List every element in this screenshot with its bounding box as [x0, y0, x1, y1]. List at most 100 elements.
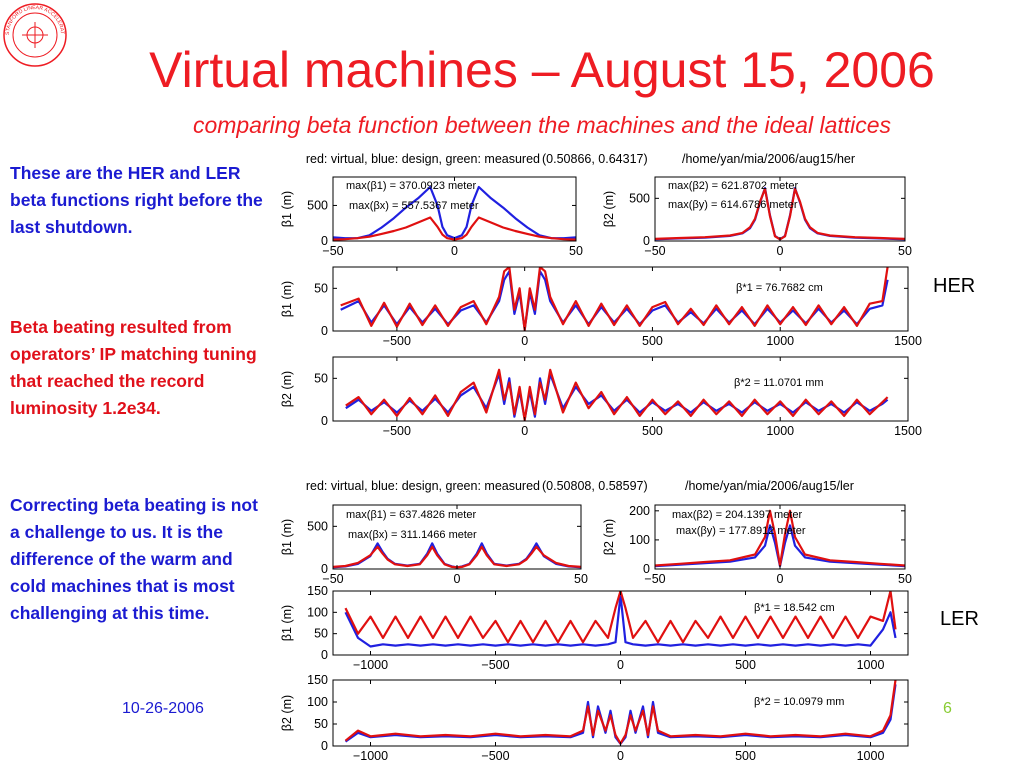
her-ring-beta1-ylabel: β1 (m) — [280, 281, 294, 317]
ler-ring-beta1-ytick-label: 50 — [314, 627, 328, 641]
slac-seal-icon: STANFORD LINEAR ACCELERATOR CENTER — [2, 2, 67, 67]
her-ip-beta1-annotation: max(βx) = 557.5367 meter — [349, 200, 479, 212]
bullet-her-ler: These are the HER and LER beta functions… — [10, 163, 263, 237]
ler-ring-beta1-plot: −1000 −500 0 500 1000 0 50 100 150 β1 (m) β*1 = 18… — [280, 584, 909, 672]
her-ring-beta1-annotation: β*1 = 76.7682 cm — [736, 282, 823, 294]
ler-ip-beta1-ylabel: β1 (m) — [280, 519, 294, 555]
ler-ring-beta2-xtick-label: −1000 — [353, 749, 388, 763]
her-ring-beta2-xtick-label: 1500 — [894, 424, 922, 438]
her-ring-beta1-frame — [332, 266, 909, 332]
ler-ring-beta2-ytick-label: 50 — [314, 717, 328, 731]
ler-ring-beta2-xtick-label: −500 — [481, 749, 509, 763]
ler-ip-beta2-xtick-label: 0 — [777, 572, 784, 586]
her-ip-beta1-xtick-label: 0 — [451, 244, 458, 258]
ler-ring-beta1-series-0 — [344, 594, 897, 648]
her-ip-beta2-series-1 — [655, 187, 905, 241]
her-ip-beta2-ytick-label: 500 — [629, 191, 650, 205]
ler-header-tune: (0.50808, 0.58597) — [542, 479, 648, 493]
her-label: HER — [933, 275, 976, 297]
ler-ip-beta2-ytick-label: 0 — [643, 562, 650, 576]
ler-ip-beta1-annotation: max(βx) = 311.1466 meter — [348, 529, 477, 541]
ler-ring-beta2-annotation: β*2 = 10.0979 mm — [754, 696, 844, 708]
her-ip-beta2-xtick-label: −50 — [644, 244, 665, 258]
her-ring-beta1-series-0 — [340, 270, 889, 331]
her-ip-beta2-annotation: max(β2) = 621.8702 meter — [668, 180, 798, 192]
ler-ip-beta2-annotation: max(βy) = 177.8912 meter — [676, 525, 806, 537]
her-ring-beta1-xtick-label: 1500 — [894, 334, 922, 348]
ler-ring-beta2-ytick-label: 150 — [307, 673, 328, 687]
ler-ip-beta2-xtick-label: 50 — [898, 572, 912, 586]
ler-ring-beta2-ylabel: β2 (m) — [280, 695, 294, 731]
her-header-legend-text: red: virtual, blue: design, green: measu… — [306, 152, 540, 166]
her-ring-beta2-xtick-label: 1000 — [766, 424, 794, 438]
her-ring-beta2-frame — [332, 356, 909, 422]
her-ring-beta2-ytick-label: 50 — [314, 371, 328, 385]
ler-header-path: /home/yan/mia/2006/aug15/ler — [685, 479, 854, 493]
her-header-path: /home/yan/mia/2006/aug15/her — [682, 152, 855, 166]
her-ip-beta1-ytick-label: 0 — [321, 234, 328, 248]
her-ip-beta1-xtick-label: 50 — [569, 244, 583, 258]
her-ring-beta2-xtick-label: 0 — [521, 424, 528, 438]
her-ip-beta1-ytick-label: 500 — [307, 198, 328, 212]
her-ip-beta1-series-1 — [333, 216, 576, 241]
ler-ring-beta1-xtick-label: 500 — [735, 658, 756, 672]
her-ring-beta2-annotation: β*2 = 11.0701 mm — [734, 377, 824, 389]
her-ip-beta1-xtick-label: −50 — [322, 244, 343, 258]
her-ip-beta2-series-0 — [655, 187, 905, 241]
her-ring-beta1-series-1 — [340, 267, 889, 331]
her-ring-beta1-ytick-label: 0 — [321, 324, 328, 338]
ler-ring-beta2-series-1 — [344, 680, 897, 745]
slide-title: Virtual machines – August 15, 2006 — [149, 42, 935, 98]
ler-ring-beta1-xtick-label: 1000 — [857, 658, 885, 672]
ler-ring-beta1-ytick-label: 0 — [321, 648, 328, 662]
bullet-beta-beating: Beta beating resulted from operators’ IP… — [10, 317, 257, 418]
her-ip-beta2-annotation: max(βy) = 614.6786 meter — [668, 199, 798, 211]
ler-ring-beta1-xtick-label: 0 — [617, 658, 624, 672]
her-ring-beta1-xtick-label: 0 — [521, 334, 528, 348]
her-ring-beta1-plot: −500 0 500 1000 1500 0 50 β1 (m) β*1 = 76.7682 c… — [280, 266, 922, 348]
ler-ip-beta2-annotation: max(β2) = 204.1397 meter — [672, 509, 802, 521]
ler-ring-beta2-xtick-label: 500 — [735, 749, 756, 763]
her-ip-beta1-ylabel: β1 (m) — [280, 191, 294, 227]
ler-ring-beta2-ytick-label: 100 — [307, 695, 328, 709]
ler-ring-beta2-plot: −1000 −500 0 500 1000 0 50 100 150 β2 (m) β*2 = 10… — [280, 673, 909, 763]
ler-ring-beta2-xtick-label: 0 — [617, 749, 624, 763]
ler-ip-beta1-xtick-label: 0 — [454, 572, 461, 586]
her-ring-beta2-xtick-label: −500 — [383, 424, 411, 438]
her-ring-beta2-xtick-label: 500 — [642, 424, 663, 438]
ler-ring-beta1-annotation: β*1 = 18.542 cm — [754, 602, 835, 614]
her-ip-beta2-ytick-label: 0 — [643, 234, 650, 248]
ler-label: LER — [940, 608, 979, 630]
her-ring-beta2-ytick-label: 0 — [321, 414, 328, 428]
ler-ring-beta1-xtick-label: −500 — [481, 658, 509, 672]
ler-ip-beta1-xtick-label: −50 — [322, 572, 343, 586]
her-ip-beta1-annotation: max(β1) = 370.0923 meter — [346, 180, 476, 192]
her-ring-beta1-xtick-label: 1000 — [766, 334, 794, 348]
ler-ring-beta1-series-1 — [344, 591, 897, 644]
ler-ip-beta2-ylabel: β2 (m) — [602, 519, 616, 555]
her-ring-beta1-xtick-label: −500 — [383, 334, 411, 348]
her-ring-beta2-ylabel: β2 (m) — [280, 371, 294, 407]
her-ip-beta2-xtick-label: 50 — [898, 244, 912, 258]
her-ip-beta2-xtick-label: 0 — [777, 244, 784, 258]
ler-ip-beta1-xtick-label: 50 — [574, 572, 588, 586]
her-ip-beta2-ylabel: β2 (m) — [602, 191, 616, 227]
ler-ring-beta1-ytick-label: 150 — [307, 584, 328, 598]
her-ring-beta1-ytick-label: 50 — [314, 281, 328, 295]
ler-ip-beta2-xtick-label: −50 — [644, 572, 665, 586]
ler-ring-beta2-ytick-label: 0 — [321, 739, 328, 753]
her-ring-beta2-series-1 — [345, 368, 889, 421]
her-ring-beta1-xtick-label: 500 — [642, 334, 663, 348]
her-ring-beta2-plot: −500 0 500 1000 1500 0 50 β2 (m) β*2 = 11.0701 m… — [280, 356, 922, 438]
ler-ip-beta2-ytick-label: 200 — [629, 504, 650, 518]
ler-ring-beta1-ylabel: β1 (m) — [280, 605, 294, 641]
ler-ring-beta1-xtick-label: −1000 — [353, 658, 388, 672]
ler-ring-beta2-xtick-label: 1000 — [857, 749, 885, 763]
ler-ip-beta1-annotation: max(β1) = 637.4826 meter — [346, 509, 476, 521]
ler-ip-beta1-ytick-label: 500 — [307, 519, 328, 533]
